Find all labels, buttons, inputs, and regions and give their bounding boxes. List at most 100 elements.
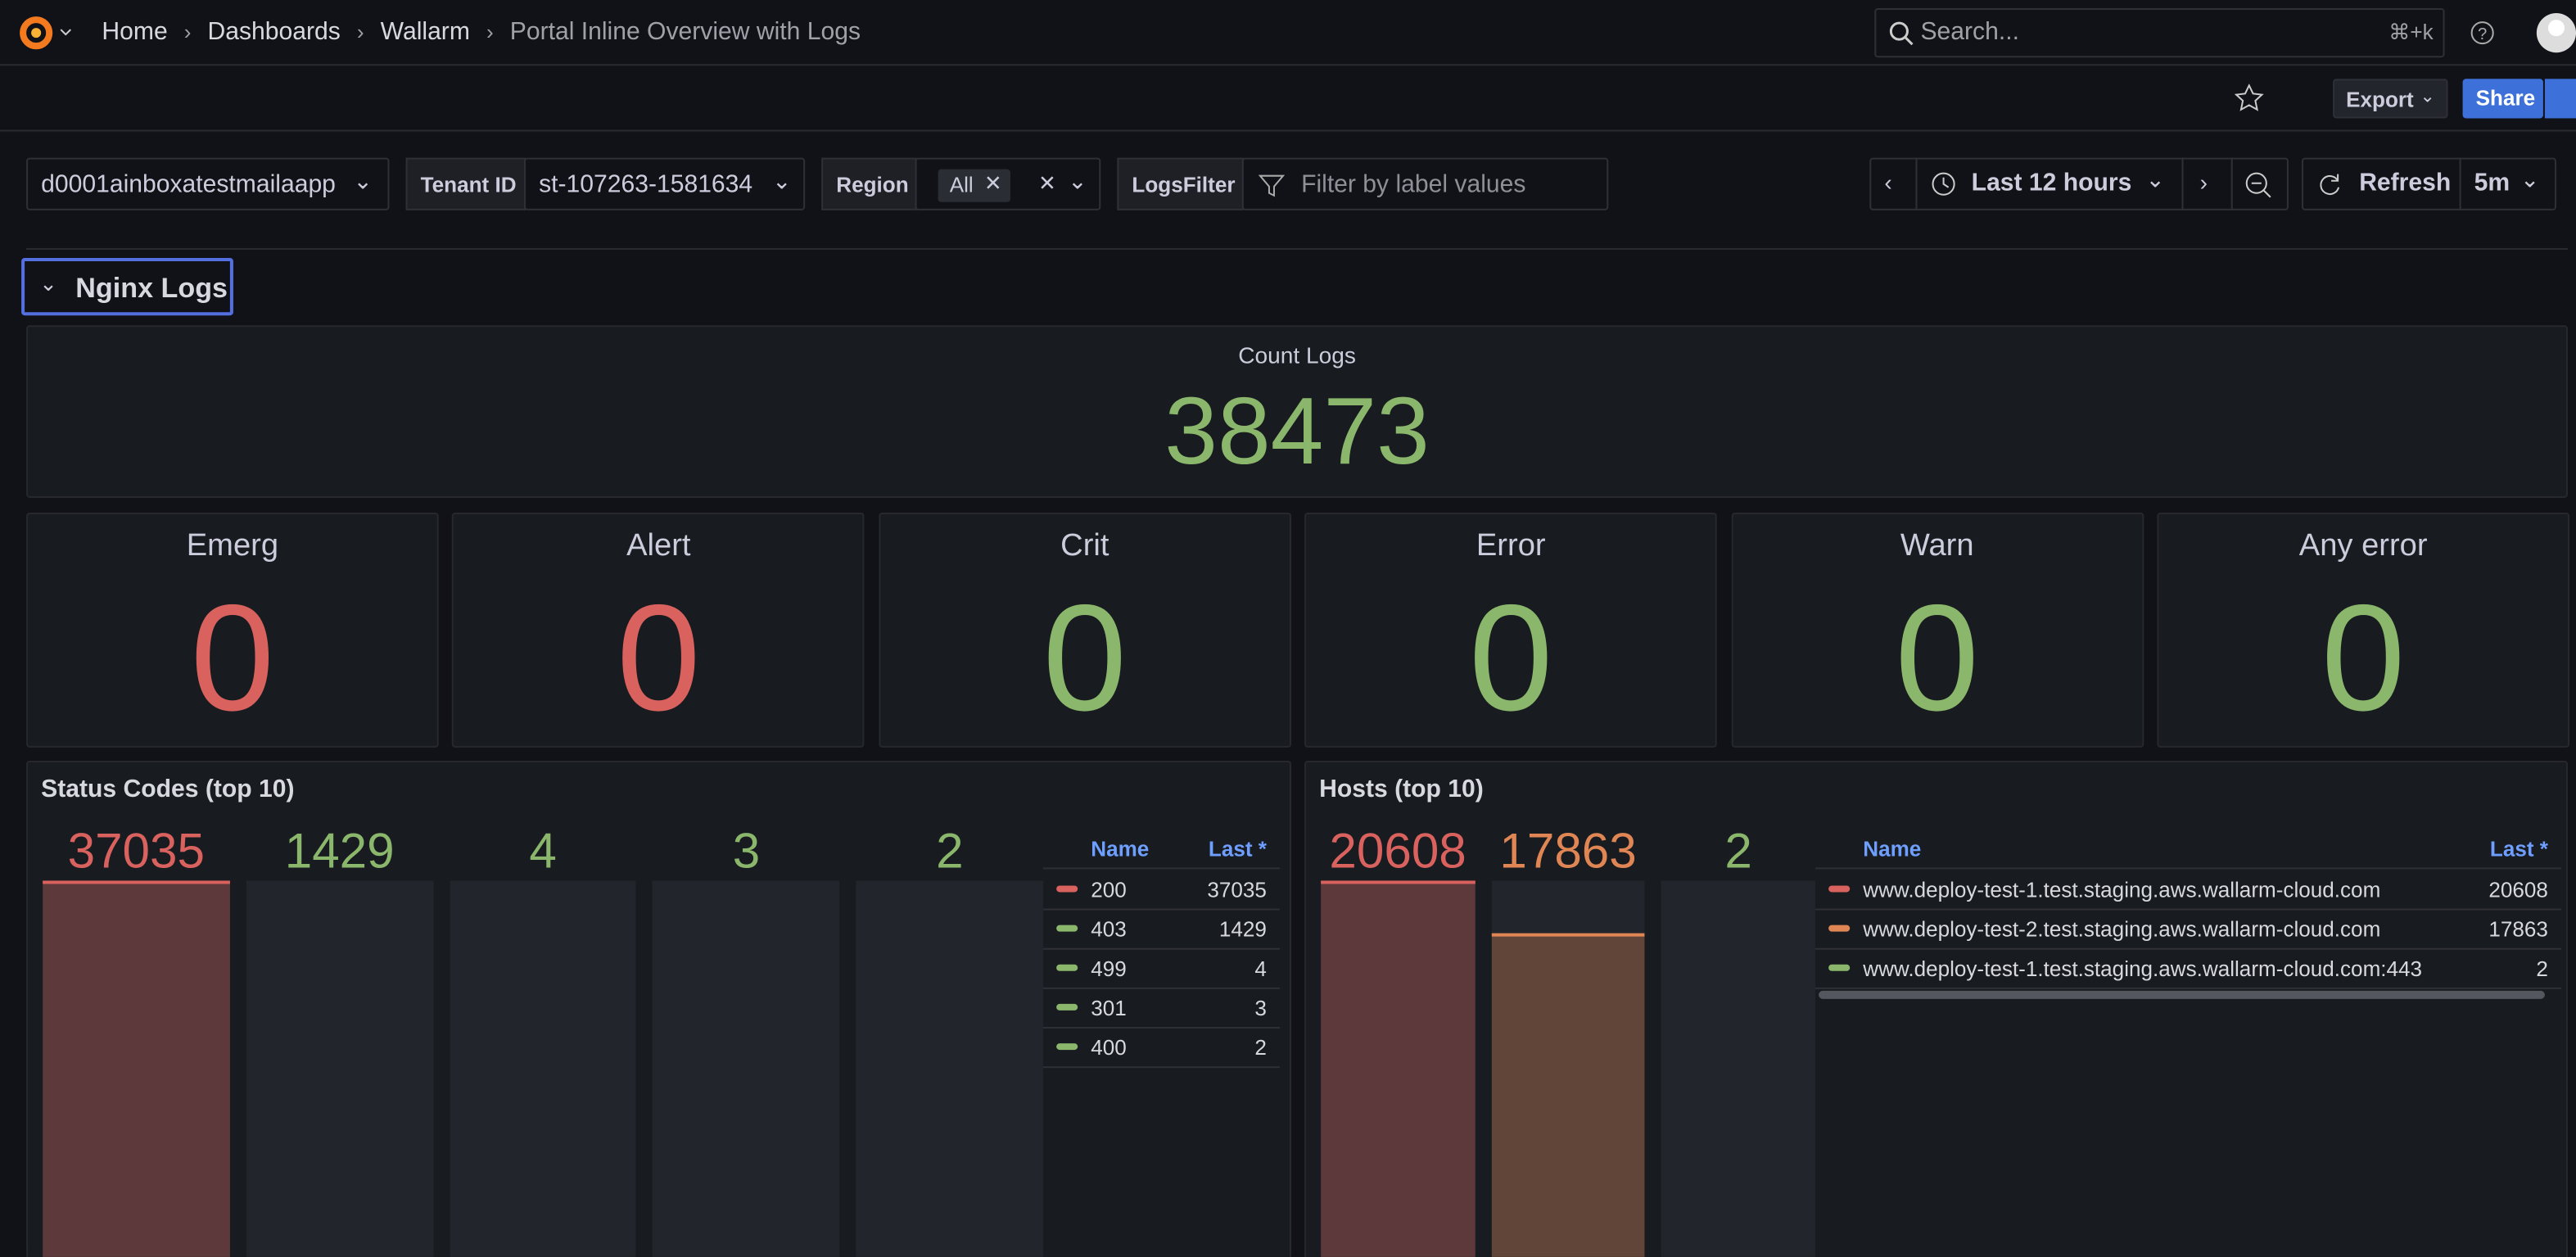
- breadcrumb[interactable]: Portal Inline Overview with Logs: [510, 18, 861, 46]
- divider: [2460, 158, 2461, 210]
- variable-select[interactable]: All✕✕⌄: [915, 158, 1101, 210]
- collapse-icon: ⌄: [39, 271, 57, 297]
- bar-value: 4: [450, 825, 636, 880]
- share-menu[interactable]: [2545, 79, 2576, 118]
- column-header: Last *: [1043, 836, 1267, 861]
- row-line: [1815, 948, 2561, 950]
- variable-value: d0001ainboxatestmailaapp: [41, 171, 336, 199]
- share-label: Share: [2476, 85, 2536, 110]
- count-panel: Count Logs 38473: [26, 325, 2568, 498]
- chevron: ⌄: [2520, 166, 2540, 194]
- row-title: Nginx Logs: [75, 273, 228, 305]
- breadcrumb[interactable]: Dashboards: [208, 18, 341, 46]
- bar-value: 2: [1661, 825, 1815, 880]
- bar-value: 37035: [43, 825, 229, 880]
- row-line: [1043, 1066, 1280, 1068]
- stat-value: 0: [28, 573, 437, 746]
- bar-track: [1661, 880, 1815, 1256]
- prev[interactable]: ‹: [1884, 170, 1891, 196]
- chevron: ⌄: [2420, 85, 2434, 106]
- clear[interactable]: ✕: [1038, 171, 1056, 197]
- divider: [2231, 158, 2233, 210]
- row-line: [1815, 988, 2561, 989]
- bar-value: 3: [653, 825, 839, 880]
- stat-panel: Emerg 0: [26, 513, 439, 748]
- label-text: Tenant ID: [421, 173, 517, 197]
- chevron: ⌄: [1068, 168, 1087, 196]
- bar-gauge-panel: Status Codes (top 10)NameLast *370352003…: [26, 761, 1291, 1257]
- chevron: ⌄: [353, 168, 373, 196]
- search-placeholder: Search...: [1920, 18, 2018, 46]
- next[interactable]: ›: [2200, 170, 2208, 196]
- stat-panel: Warn0: [1731, 513, 2144, 748]
- header-line: [1815, 867, 2561, 869]
- variable-select[interactable]: st-107263-1581634⌄: [524, 158, 805, 210]
- time-range[interactable]: Last 12 hours: [1972, 170, 2132, 197]
- row-line: [1043, 909, 1280, 911]
- panel-title: Status Codes (top 10): [41, 775, 294, 803]
- refresh-icon: [2316, 171, 2343, 197]
- chevron: ⌄: [2145, 166, 2165, 194]
- chevron: ⌄: [772, 168, 792, 196]
- filter-icon: [1259, 173, 1285, 199]
- chip-remove[interactable]: ✕: [984, 171, 1002, 197]
- stat-value: 0: [1306, 573, 1715, 746]
- variable-label: Region: [821, 158, 916, 210]
- filter-input[interactable]: Filter by label values: [1242, 158, 1608, 210]
- bar: [43, 880, 229, 1256]
- panel-title: Emerg: [28, 529, 437, 565]
- stat-panel: Error 0: [1304, 513, 1717, 748]
- chip[interactable]: All✕: [938, 170, 1010, 202]
- clock-icon: [1931, 171, 1957, 197]
- row-header[interactable]: ⌄ Nginx Logs: [21, 258, 233, 315]
- divider: [2181, 158, 2183, 210]
- panel-title: Alert: [454, 529, 864, 565]
- stat-value: 0: [1733, 573, 2142, 746]
- svg-text:?: ?: [2478, 25, 2487, 43]
- scrollbar: [1819, 991, 2545, 999]
- panel-title: Crit: [880, 529, 1290, 565]
- row-line: [1815, 909, 2561, 911]
- help-icon[interactable]: ?: [2470, 20, 2496, 46]
- stat-value: 38473: [28, 376, 2566, 486]
- breadcrumb[interactable]: Wallarm: [381, 18, 470, 46]
- row-line: [1043, 948, 1280, 950]
- variable-label: LogsFilter: [1117, 158, 1243, 210]
- label-text: Region: [836, 173, 908, 197]
- bar-track: [653, 880, 839, 1256]
- bar: [1321, 880, 1475, 1256]
- legend-value: 1429: [1043, 917, 1267, 942]
- logo[interactable]: [15, 11, 74, 54]
- stat-panel: Any error0: [2157, 513, 2569, 748]
- refresh-label[interactable]: Refresh: [2359, 170, 2451, 197]
- bar-value: 1429: [246, 825, 433, 880]
- column-header: Last *: [1815, 836, 2548, 861]
- legend-value: 2: [1043, 1035, 1267, 1060]
- stat-value: 0: [454, 573, 864, 746]
- separator: ›: [357, 20, 364, 44]
- legend-value: 17863: [1815, 917, 2548, 942]
- star-icon[interactable]: [2235, 84, 2264, 113]
- share-button[interactable]: Share: [2463, 79, 2543, 118]
- panel-title: Any error: [2158, 529, 2568, 565]
- separator: ›: [184, 20, 192, 44]
- avatar[interactable]: [2535, 11, 2576, 54]
- search-shortcut: ⌘+k: [2388, 20, 2433, 46]
- search-icon: [1887, 20, 1914, 46]
- variable-label: Tenant ID: [406, 158, 526, 210]
- legend-value: 37035: [1043, 877, 1267, 902]
- export-button[interactable]: Export ⌄: [2333, 79, 2447, 118]
- breadcrumb[interactable]: Home: [102, 18, 167, 46]
- variable-select[interactable]: d0001ainboxatestmailaapp ⌄: [26, 158, 389, 210]
- panel-title: Error: [1306, 529, 1715, 565]
- row-line: [1043, 1027, 1280, 1029]
- refresh-interval[interactable]: 5m: [2474, 170, 2510, 197]
- filter-placeholder: Filter by label values: [1301, 171, 1525, 199]
- export-label: Export: [2346, 87, 2414, 111]
- zoom-out[interactable]: [2244, 171, 2274, 201]
- breadcrumbs: Home›Dashboards›Wallarm›Portal Inline Ov…: [102, 18, 861, 46]
- bar-track: [856, 880, 1043, 1256]
- separator: [26, 248, 2568, 250]
- bar-track: [246, 880, 433, 1256]
